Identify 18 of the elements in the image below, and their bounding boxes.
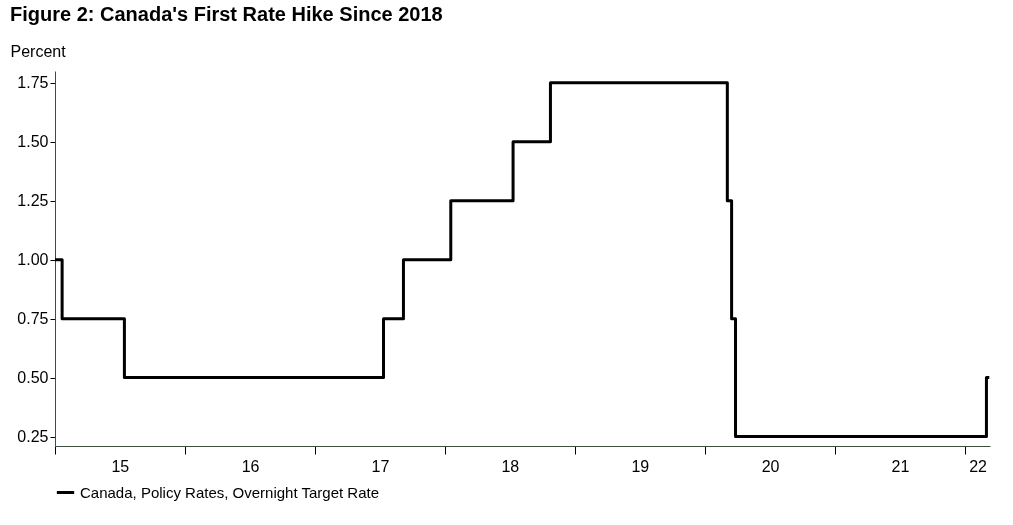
y-axis-title: Percent — [10, 42, 67, 60]
x-tick-label: 15 — [111, 457, 130, 475]
x-tick-label: 20 — [761, 457, 780, 475]
x-tick-label: 22 — [969, 457, 988, 475]
y-tick-label: 0.75 — [17, 310, 49, 328]
x-tick-label: 16 — [241, 457, 260, 475]
y-tick-label: 0.25 — [17, 428, 49, 446]
x-tick-label: 19 — [631, 457, 650, 475]
y-tick-label: 1.25 — [17, 192, 49, 210]
x-tick-label: 21 — [891, 457, 910, 475]
y-tick-label: 1.50 — [17, 133, 49, 151]
y-tick-label: 0.50 — [17, 369, 49, 387]
chart-title: Figure 2: Canada's First Rate Hike Since 2018 — [10, 3, 443, 25]
x-tick-label: 17 — [371, 457, 390, 475]
y-tick-label: 1.00 — [17, 251, 49, 269]
x-tick-label: 18 — [501, 457, 520, 475]
y-tick-label: 1.75 — [17, 74, 49, 92]
legend-label: Canada, Policy Rates, Overnight Target Rate — [80, 483, 380, 501]
